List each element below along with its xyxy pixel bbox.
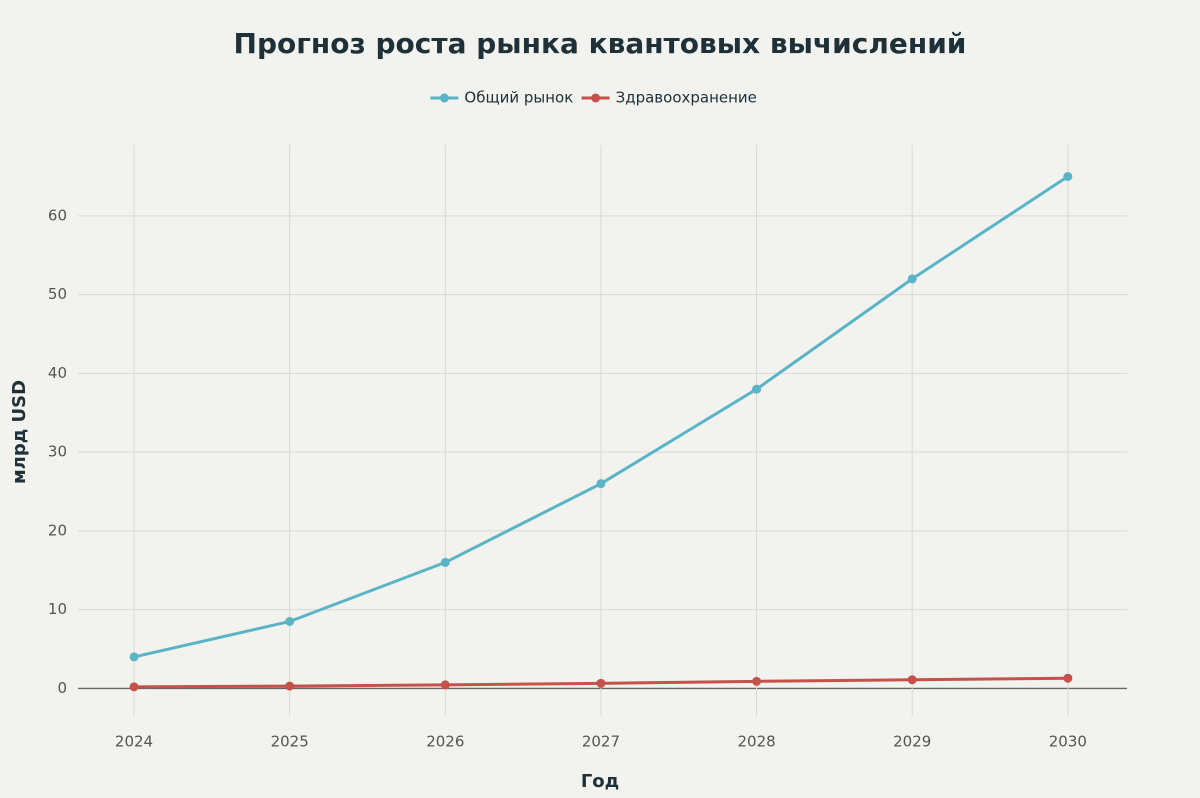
x-tick-label: 2028 (737, 733, 775, 751)
x-tick-label: 2026 (426, 733, 464, 751)
x-tick-label: 2029 (893, 733, 931, 751)
x-tick-label: 2025 (271, 733, 309, 751)
chart-title: Прогноз роста рынка квантовых вычислений (234, 27, 967, 60)
data-point (440, 680, 450, 690)
legend-label: Здравоохранение (616, 89, 757, 107)
data-point (285, 681, 295, 691)
data-point (1063, 172, 1073, 182)
data-point (752, 384, 762, 394)
data-point (596, 678, 606, 688)
x-tick-label: 2024 (115, 733, 153, 751)
y-tick-label: 40 (48, 364, 67, 382)
y-tick-label: 10 (48, 600, 67, 618)
legend-marker (439, 93, 449, 103)
data-point (129, 682, 139, 692)
x-tick-label: 2027 (582, 733, 620, 751)
data-point (907, 274, 917, 284)
y-tick-label: 50 (48, 285, 67, 303)
data-point (129, 652, 139, 662)
y-tick-label: 30 (48, 443, 67, 461)
legend-label: Общий рынок (464, 89, 573, 107)
x-tick-label: 2030 (1049, 733, 1087, 751)
x-axis-label: Год (581, 771, 619, 792)
y-tick-label: 60 (48, 206, 67, 224)
y-tick-label: 20 (48, 521, 67, 539)
y-axis-label: млрд USD (9, 380, 30, 484)
legend: Общий рынок Здравоохранение (430, 89, 757, 107)
data-point (285, 616, 295, 626)
data-point (1063, 673, 1073, 683)
data-point (752, 676, 762, 686)
legend-marker (591, 93, 601, 103)
data-point (596, 479, 606, 489)
y-tick-label: 0 (57, 679, 67, 697)
data-point (440, 557, 450, 567)
data-point (907, 675, 917, 685)
